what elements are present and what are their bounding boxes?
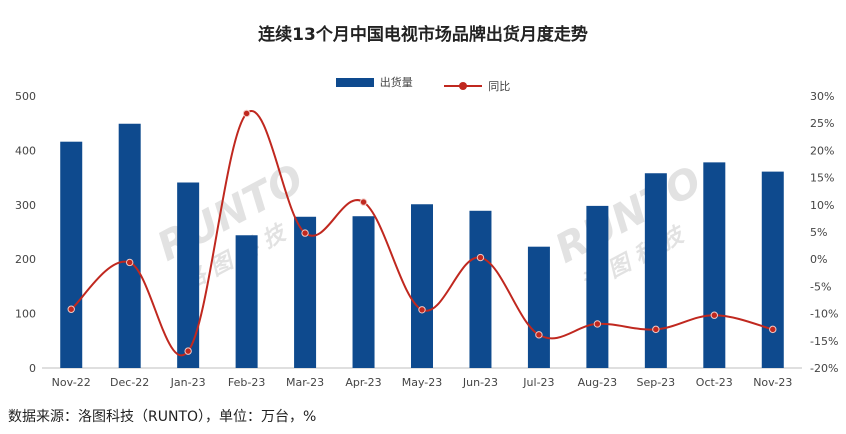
x-tick-label: Oct-23 bbox=[696, 376, 733, 389]
bar-shipments bbox=[177, 182, 200, 368]
chart-legend: 出货量 同比 bbox=[0, 74, 846, 94]
legend-swatch-line bbox=[444, 81, 483, 90]
legend-label-yoy: 同比 bbox=[488, 79, 511, 93]
legend-label-shipments: 出货量 bbox=[379, 76, 413, 89]
bar-shipments bbox=[527, 246, 550, 368]
bar-shipments bbox=[469, 210, 492, 368]
bar-shipments bbox=[644, 173, 667, 368]
bar-shipments bbox=[294, 216, 317, 368]
x-tick-label: Sep-23 bbox=[636, 376, 675, 389]
point-yoy bbox=[242, 109, 251, 118]
bar-shipments bbox=[411, 204, 433, 368]
chart-title: 连续13个月中国电视市场品牌出货月度走势 bbox=[258, 25, 588, 45]
y-right-tick-label: 15% bbox=[810, 172, 834, 185]
x-tick-label: Feb-23 bbox=[228, 376, 265, 389]
x-tick-label: May-23 bbox=[402, 376, 443, 389]
legend-item-shipments: 出货量 bbox=[335, 74, 413, 90]
point-yoy bbox=[418, 306, 426, 314]
y-left-tick-label: 400 bbox=[15, 144, 36, 157]
y-right-tick-label: 5% bbox=[810, 226, 827, 239]
legend-swatch-bar bbox=[335, 77, 374, 87]
point-yoy bbox=[710, 311, 719, 319]
bar-shipments bbox=[586, 205, 609, 368]
point-yoy bbox=[301, 229, 309, 237]
y-right-tick-label: 0% bbox=[810, 253, 827, 266]
y-left-tick-label: 0 bbox=[29, 362, 36, 375]
point-yoy bbox=[359, 198, 368, 206]
y-right-tick-label: -10% bbox=[810, 308, 838, 321]
x-tick-label: Aug-23 bbox=[578, 376, 617, 389]
x-tick-label: Apr-23 bbox=[345, 376, 381, 389]
y-left-tick-label: 500 bbox=[15, 90, 36, 103]
bar-shipments bbox=[235, 235, 258, 368]
bar-shipments bbox=[761, 171, 784, 368]
x-tick-label: Nov-23 bbox=[753, 376, 792, 389]
y-right-tick-label: -5% bbox=[810, 280, 831, 293]
x-tick-label: Mar-23 bbox=[286, 376, 324, 389]
bar-shipments bbox=[352, 216, 375, 368]
source-note: 数据来源：洛图科技（RUNTO），单位：万台，% bbox=[8, 409, 317, 425]
y-right-tick-label: 20% bbox=[810, 144, 834, 157]
x-tick-label: Dec-22 bbox=[110, 376, 149, 389]
y-left-tick-label: 200 bbox=[15, 253, 36, 266]
bar-shipments bbox=[118, 123, 141, 368]
y-right-tick-label: 10% bbox=[810, 199, 834, 212]
y-right-tick-label: 30% bbox=[810, 90, 834, 103]
x-tick-label: Jun-23 bbox=[462, 376, 498, 389]
bar-shipments bbox=[60, 141, 83, 368]
x-tick-label: Nov-22 bbox=[52, 376, 91, 389]
point-yoy bbox=[652, 325, 660, 334]
x-tick-label: Jul-23 bbox=[522, 376, 554, 389]
bar-shipments bbox=[703, 162, 726, 368]
point-yoy bbox=[769, 325, 777, 334]
point-yoy bbox=[67, 305, 75, 313]
point-yoy bbox=[476, 253, 485, 262]
point-yoy bbox=[184, 347, 192, 355]
y-right-tick-label: 25% bbox=[810, 117, 834, 130]
x-tick-label: Jan-23 bbox=[170, 376, 206, 389]
y-right-tick-label: -15% bbox=[810, 335, 838, 348]
point-yoy bbox=[535, 331, 543, 339]
y-left-tick-label: 100 bbox=[15, 308, 36, 321]
y-left-tick-label: 300 bbox=[15, 199, 36, 212]
y-right-tick-label: -20% bbox=[810, 362, 838, 375]
point-yoy bbox=[125, 258, 134, 267]
legend-item-yoy: 同比 bbox=[444, 78, 510, 94]
point-yoy bbox=[593, 320, 602, 328]
